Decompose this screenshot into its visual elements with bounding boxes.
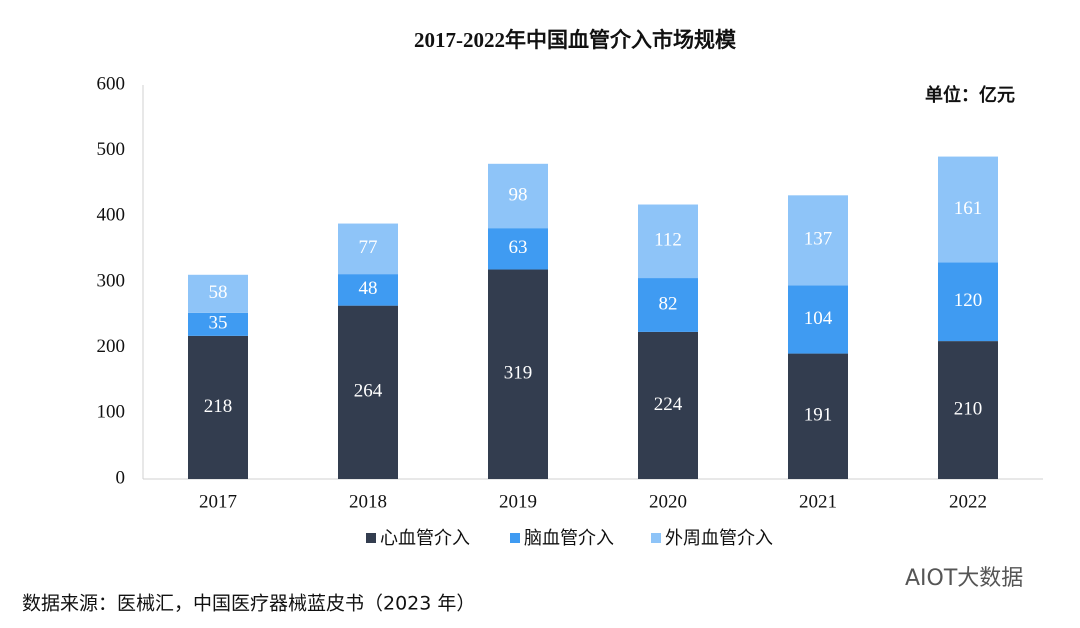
x-tick-label: 2018: [349, 491, 387, 512]
legend-swatch: [366, 533, 376, 543]
bar-segment: [788, 285, 848, 354]
bar-segment: [188, 312, 248, 336]
data-label: 210: [954, 398, 983, 419]
data-label: 137: [804, 229, 833, 250]
bar-segment: [488, 163, 548, 229]
data-label: 112: [654, 230, 682, 251]
data-label: 63: [509, 237, 528, 258]
chart-title: 2017-2022年中国血管介入市场规模: [414, 28, 737, 52]
x-tick-label: 2021: [799, 491, 837, 512]
unit-label: 单位：亿元: [925, 84, 1015, 106]
data-label: 48: [359, 278, 378, 299]
y-tick-label: 400: [97, 205, 126, 226]
bar-segment: [188, 274, 248, 313]
bar-segment: [338, 305, 398, 479]
data-label: 77: [359, 237, 378, 258]
bar-segment: [638, 331, 698, 479]
y-tick-label: 100: [97, 402, 126, 423]
data-label: 161: [954, 198, 983, 219]
bar-segment: [488, 228, 548, 270]
bar-segment: [938, 156, 998, 263]
bar-segment: [638, 278, 698, 332]
x-tick-label: 2020: [649, 491, 687, 512]
legend-label: 外周血管介入: [665, 528, 773, 549]
watermark: AIOT大数据: [905, 566, 1023, 591]
source: 数据来源：医械汇，中国医疗器械蓝皮书（2023 年）: [22, 593, 475, 615]
bar-segment: [638, 204, 698, 279]
bar-segment: [788, 353, 848, 479]
data-label: 82: [659, 293, 678, 314]
bar-segment: [788, 195, 848, 286]
legend-swatch: [651, 533, 661, 543]
bar-segment: [938, 341, 998, 479]
data-label: 218: [204, 396, 233, 417]
legend-swatch: [510, 533, 520, 543]
y-tick-label: 300: [97, 270, 126, 291]
bar-segment: [338, 274, 398, 306]
data-label: 224: [654, 394, 683, 415]
x-tick-label: 2022: [949, 491, 987, 512]
data-label: 120: [954, 290, 983, 311]
bar-segment: [338, 223, 398, 275]
data-label: 191: [804, 405, 833, 426]
x-tick-label: 2019: [499, 491, 537, 512]
y-tick-label: 0: [116, 467, 126, 488]
y-tick-label: 600: [97, 73, 126, 94]
x-tick-label: 2017: [199, 491, 237, 512]
data-label: 319: [504, 363, 533, 384]
legend-label: 脑血管介入: [524, 528, 614, 549]
data-label: 264: [354, 381, 383, 402]
y-tick-label: 200: [97, 336, 126, 357]
legend-label: 心血管介入: [380, 528, 470, 549]
bar-segment: [188, 335, 248, 479]
data-label: 35: [209, 313, 228, 334]
data-label: 58: [209, 282, 228, 303]
y-tick-label: 500: [97, 139, 126, 160]
bar-segment: [938, 262, 998, 342]
data-label: 98: [509, 184, 528, 205]
data-label: 104: [804, 308, 833, 329]
bar-segment: [488, 269, 548, 479]
